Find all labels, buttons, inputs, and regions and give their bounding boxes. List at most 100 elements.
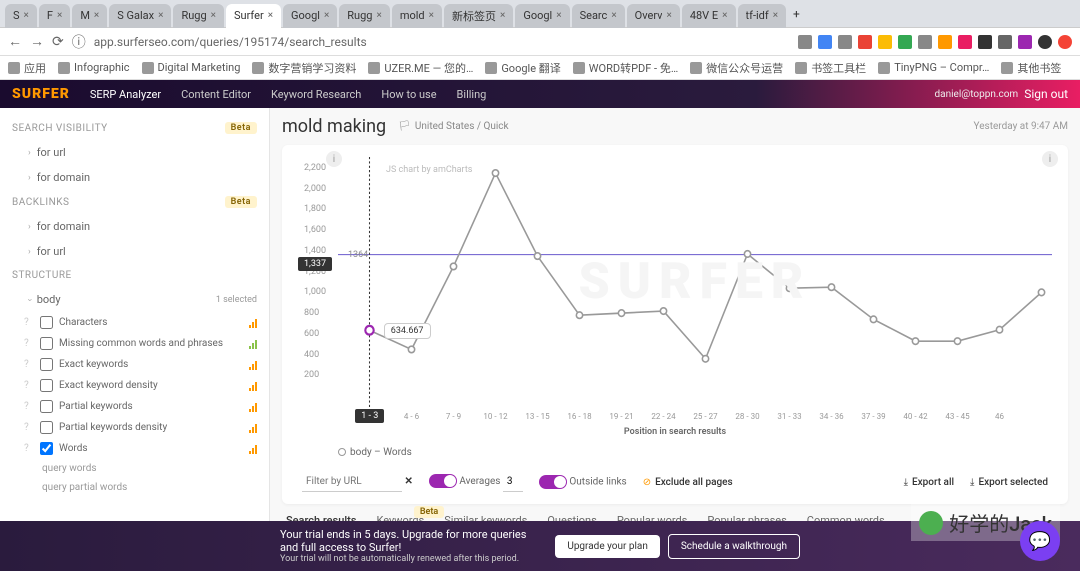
- result-tab[interactable]: Popular words: [617, 514, 688, 521]
- structure-item[interactable]: ?Partial keywords density: [12, 417, 257, 438]
- sb-for-domain[interactable]: ›for domain: [12, 165, 257, 190]
- browser-tab[interactable]: mold×: [392, 4, 442, 28]
- bookmark-item[interactable]: WORD转PDF - 免…: [573, 60, 678, 76]
- close-icon[interactable]: ×: [24, 10, 29, 21]
- close-icon[interactable]: ×: [324, 10, 329, 21]
- close-icon[interactable]: ×: [611, 10, 616, 21]
- structure-item[interactable]: ?Missing common words and phrases: [12, 333, 257, 354]
- bookmark-item[interactable]: 其他书签: [1001, 60, 1061, 76]
- result-tab[interactable]: KeywordsBeta: [376, 514, 424, 521]
- browser-tab[interactable]: tf-idf×: [738, 4, 787, 28]
- bookmark-item[interactable]: 书签工具栏: [795, 60, 866, 76]
- bookmark-item[interactable]: UZER.ME — 您的…: [368, 60, 473, 76]
- browser-tab[interactable]: Overv×: [627, 4, 680, 28]
- nav-keyword[interactable]: Keyword Research: [271, 88, 361, 101]
- forward-icon[interactable]: →: [30, 33, 44, 50]
- result-tab[interactable]: Questions: [547, 514, 596, 521]
- close-icon[interactable]: ×: [556, 10, 561, 21]
- browser-tab[interactable]: Rugg×: [339, 4, 390, 28]
- export-all-btn[interactable]: ⤓Export all: [904, 477, 954, 488]
- averages-toggle[interactable]: [429, 474, 457, 488]
- bookmark-item[interactable]: Digital Marketing: [142, 61, 241, 74]
- structure-item[interactable]: ?Characters: [12, 312, 257, 333]
- structure-item[interactable]: ?Words: [12, 438, 257, 459]
- bookmark-item[interactable]: Infographic: [58, 61, 130, 74]
- close-icon[interactable]: ×: [94, 10, 99, 21]
- browser-tab[interactable]: S×: [5, 4, 37, 28]
- help-icon[interactable]: ?: [24, 380, 36, 391]
- structure-checkbox[interactable]: [40, 379, 53, 392]
- result-tab[interactable]: Similar keywords: [444, 514, 527, 521]
- bookmark-item[interactable]: 应用: [8, 60, 46, 76]
- browser-tab[interactable]: 48V E×: [682, 4, 736, 28]
- sb-body[interactable]: ›body1 selected: [12, 287, 257, 312]
- close-icon[interactable]: ×: [57, 10, 62, 21]
- structure-item[interactable]: ?Partial keywords: [12, 396, 257, 417]
- logo[interactable]: SURFER: [12, 86, 70, 102]
- nav-serp[interactable]: SERP Analyzer: [90, 88, 161, 101]
- bookmark-item[interactable]: 数字营销学习资料: [252, 60, 356, 76]
- help-icon[interactable]: ?: [24, 338, 36, 349]
- structure-item[interactable]: ?Exact keyword density: [12, 375, 257, 396]
- close-icon[interactable]: ×: [158, 10, 163, 21]
- browser-tab[interactable]: Googl×: [515, 4, 569, 28]
- browser-tab[interactable]: Searc×: [572, 4, 625, 28]
- nav-howto[interactable]: How to use: [381, 88, 436, 101]
- new-tab-icon[interactable]: +: [787, 7, 806, 21]
- back-icon[interactable]: ←: [8, 33, 22, 50]
- url-text[interactable]: app.surferseo.com/queries/195174/search_…: [94, 35, 790, 49]
- reload-icon[interactable]: ⟳: [52, 34, 64, 50]
- schedule-button[interactable]: Schedule a walkthrough: [668, 534, 800, 559]
- bookmark-item[interactable]: Google 翻译: [485, 60, 560, 76]
- browser-tab[interactable]: 新标签页×: [444, 4, 513, 28]
- sb-bl-url[interactable]: ›for url: [12, 239, 257, 264]
- help-icon[interactable]: ?: [24, 359, 36, 370]
- browser-tab[interactable]: Googl×: [283, 4, 337, 28]
- structure-checkbox[interactable]: [40, 421, 53, 434]
- chart-area[interactable]: SURFER JS chart by amCharts body – Words…: [338, 157, 1052, 407]
- upgrade-button[interactable]: Upgrade your plan: [555, 535, 660, 558]
- sub-query-partial[interactable]: query partial words: [12, 478, 257, 497]
- sb-for-url[interactable]: ›for url: [12, 140, 257, 165]
- browser-tab[interactable]: Surfer×: [226, 4, 281, 28]
- result-tab[interactable]: Popular phrases: [707, 514, 786, 521]
- browser-tab[interactable]: F×: [39, 4, 70, 28]
- outside-toggle[interactable]: [539, 475, 567, 489]
- close-icon[interactable]: ×: [773, 10, 778, 21]
- structure-checkbox[interactable]: [40, 400, 53, 413]
- export-selected-btn[interactable]: ⤓Export selected: [970, 477, 1048, 488]
- locale-info[interactable]: 🏳 United States / Quick: [398, 121, 508, 132]
- averages-input[interactable]: [503, 472, 523, 492]
- structure-checkbox[interactable]: [40, 337, 53, 350]
- signout-link[interactable]: Sign out: [1024, 87, 1068, 101]
- close-icon[interactable]: ×: [722, 10, 727, 21]
- user-email[interactable]: daniel@toppn.com: [934, 89, 1018, 100]
- help-icon[interactable]: ?: [24, 422, 36, 433]
- exclude-btn[interactable]: ⊘Exclude all pages: [643, 477, 733, 488]
- close-icon[interactable]: ×: [376, 10, 381, 21]
- structure-checkbox[interactable]: [40, 316, 53, 329]
- help-icon[interactable]: ?: [24, 317, 36, 328]
- filter-url-input[interactable]: [302, 472, 402, 492]
- help-icon[interactable]: ?: [24, 443, 36, 454]
- browser-tab[interactable]: Rugg×: [173, 4, 224, 28]
- browser-tab[interactable]: S Galax×: [109, 4, 171, 28]
- sub-query-words[interactable]: query words: [12, 459, 257, 478]
- close-icon[interactable]: ×: [268, 10, 273, 21]
- close-icon[interactable]: ×: [429, 10, 434, 21]
- chat-bubble-icon[interactable]: 💬: [1020, 521, 1060, 561]
- structure-item[interactable]: ?Exact keywords: [12, 354, 257, 375]
- structure-checkbox[interactable]: [40, 358, 53, 371]
- result-tab[interactable]: Search results: [286, 514, 356, 521]
- bookmark-item[interactable]: TinyPNG – Compr…: [878, 61, 989, 74]
- clear-icon[interactable]: ✕: [404, 476, 412, 487]
- result-tab[interactable]: Common words: [807, 514, 885, 521]
- browser-tab[interactable]: M×: [72, 4, 107, 28]
- bookmark-item[interactable]: 微信公众号运营: [690, 60, 783, 76]
- close-icon[interactable]: ×: [666, 10, 671, 21]
- close-icon[interactable]: ×: [211, 10, 216, 21]
- sb-bl-domain[interactable]: ›for domain: [12, 214, 257, 239]
- structure-checkbox[interactable]: [40, 442, 53, 455]
- help-icon[interactable]: ?: [24, 401, 36, 412]
- nav-billing[interactable]: Billing: [457, 88, 487, 101]
